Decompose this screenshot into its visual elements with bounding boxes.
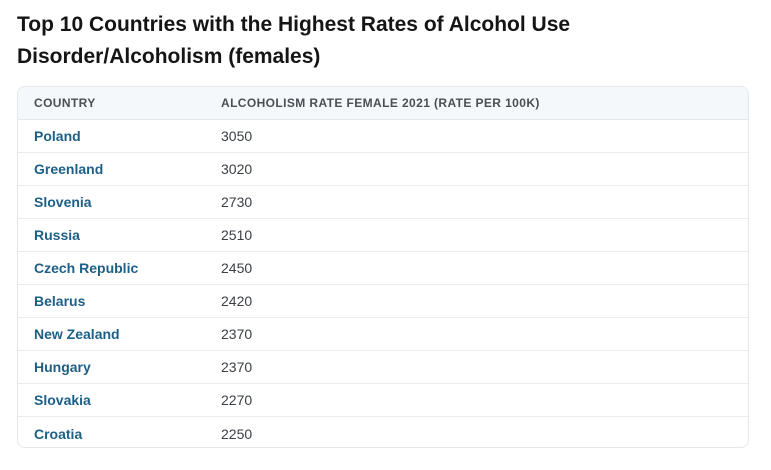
table-body: Poland 3050 Greenland 3020 Slovenia 2730 Russi…: [18, 120, 748, 447]
country-link[interactable]: Slovakia: [34, 392, 91, 408]
table-row: Poland 3050: [18, 120, 748, 153]
table-header: COUNTRY ALCOHOLISM RATE FEMALE 2021 (RAT…: [18, 87, 748, 120]
country-link[interactable]: Czech Republic: [34, 260, 139, 276]
table-row: Czech Republic 2450: [18, 252, 748, 285]
table-row: Croatia 2250: [18, 417, 748, 447]
table-row: Belarus 2420: [18, 285, 748, 318]
table-row: Hungary 2370: [18, 351, 748, 384]
table-row: Greenland 3020: [18, 153, 748, 186]
country-link[interactable]: Belarus: [34, 293, 86, 309]
country-link[interactable]: Russia: [34, 227, 80, 243]
header-country[interactable]: COUNTRY: [34, 96, 96, 110]
rate-value: 2420: [221, 293, 253, 309]
rate-value: 3050: [221, 128, 253, 144]
rate-value: 2730: [221, 194, 253, 210]
page-title: Top 10 Countries with the Highest Rates …: [17, 13, 571, 68]
data-table: COUNTRY ALCOHOLISM RATE FEMALE 2021 (RAT…: [17, 86, 749, 448]
table-row: Slovakia 2270: [18, 384, 748, 417]
rate-value: 2510: [221, 227, 253, 243]
rate-value: 2370: [221, 359, 253, 375]
country-link[interactable]: New Zealand: [34, 326, 120, 342]
table-row: Russia 2510: [18, 219, 748, 252]
header-rate[interactable]: ALCOHOLISM RATE FEMALE 2021 (RATE PER 10…: [221, 96, 540, 110]
country-link[interactable]: Greenland: [34, 161, 104, 177]
country-link[interactable]: Hungary: [34, 359, 91, 375]
rate-value: 2450: [221, 260, 253, 276]
rate-value: 2370: [221, 326, 253, 342]
country-link[interactable]: Poland: [34, 128, 81, 144]
country-link[interactable]: Slovenia: [34, 194, 92, 210]
table-row: New Zealand 2370: [18, 318, 748, 351]
rate-value: 2250: [221, 425, 253, 442]
table-row: Slovenia 2730: [18, 186, 748, 219]
country-link[interactable]: Croatia: [34, 425, 83, 442]
rate-value: 2270: [221, 392, 253, 408]
rate-value: 3020: [221, 161, 253, 177]
